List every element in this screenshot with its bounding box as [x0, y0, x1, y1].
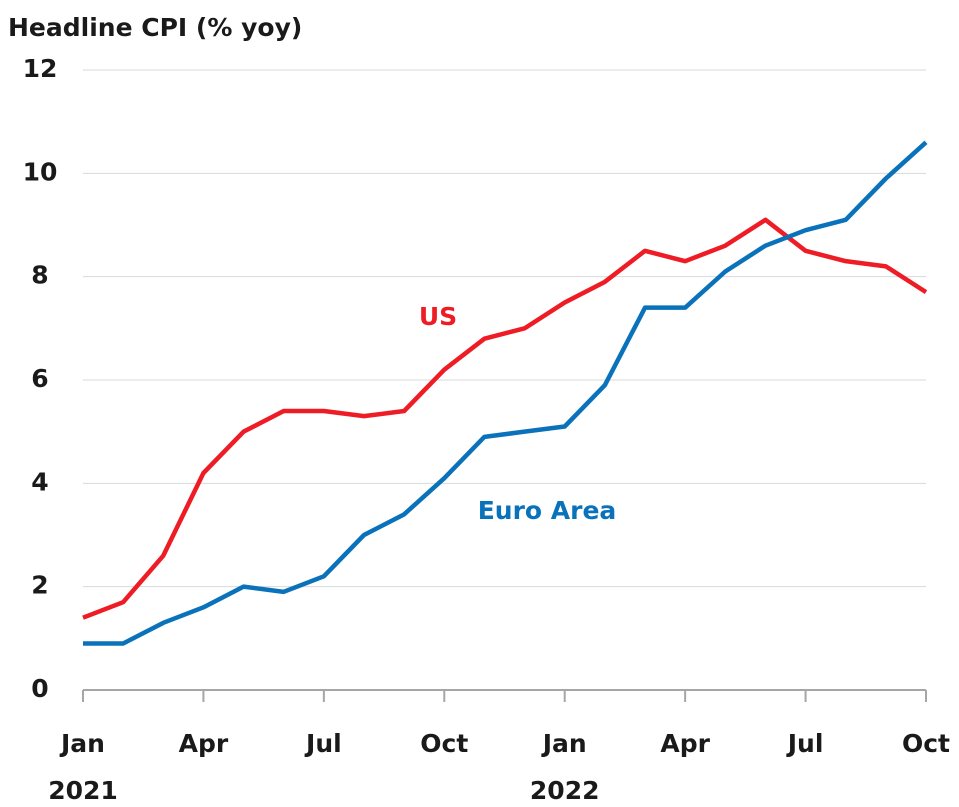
x-tick-label: Jul: [786, 729, 824, 758]
y-tick-label: 6: [31, 364, 48, 393]
y-tick-label: 0: [31, 674, 48, 703]
y-tick-label: 2: [31, 571, 48, 600]
x-tick-label: Oct: [420, 729, 468, 758]
x-tick-label: Apr: [660, 729, 710, 758]
x-group-label: 2021: [48, 776, 118, 805]
series-label: US: [419, 302, 457, 331]
line-series: [83, 140, 928, 646]
x-group-label: 2022: [530, 776, 600, 805]
x-tick-label: Oct: [902, 729, 950, 758]
x-tick-label: Jan: [541, 729, 587, 758]
series-label: Euro Area: [478, 496, 617, 525]
line-series: [82, 217, 928, 620]
x-tick-label: Jul: [304, 729, 342, 758]
y-tick-label: 4: [31, 467, 48, 496]
x-tick-label: Apr: [179, 729, 229, 758]
y-tick-label: 12: [23, 54, 58, 83]
y-tick-label: 8: [31, 261, 48, 290]
chart-title: Headline CPI (% yoy): [8, 13, 302, 42]
x-tick-label: Jan: [59, 729, 105, 758]
y-tick-label: 10: [23, 157, 58, 186]
